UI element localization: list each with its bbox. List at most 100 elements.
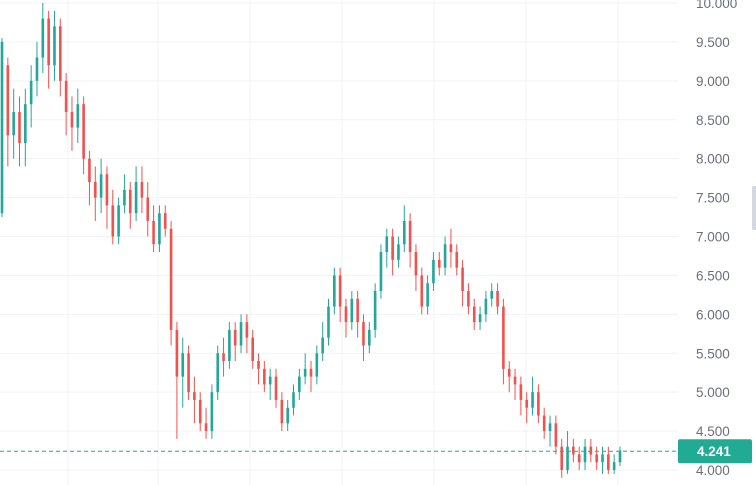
y-tick-label: 10.000	[696, 0, 737, 11]
candle-body	[233, 329, 237, 346]
candle-body	[373, 290, 377, 330]
candle-body	[128, 189, 132, 214]
candle-down	[146, 182, 150, 237]
candle-body	[140, 182, 144, 198]
candle-body	[531, 392, 534, 408]
candle-up	[315, 345, 319, 385]
candle-down	[309, 361, 313, 393]
candle-up	[443, 236, 447, 276]
candle-down	[152, 205, 155, 253]
candle-up	[12, 88, 15, 159]
candle-body	[449, 244, 453, 253]
candle-down	[88, 150, 91, 206]
candle-body	[408, 220, 412, 253]
candle-body	[6, 65, 10, 136]
candle-up	[292, 384, 295, 416]
candle-up	[385, 228, 389, 268]
candle-body	[263, 368, 266, 385]
candle-down	[111, 189, 115, 245]
candle-up	[397, 236, 400, 268]
candle-down	[222, 337, 225, 377]
candle-body	[70, 111, 74, 128]
candle-down	[554, 415, 558, 455]
y-tick-label: 6.500	[696, 268, 730, 283]
candle-body	[99, 174, 103, 198]
candle-body	[146, 197, 150, 221]
candle-body	[292, 392, 295, 408]
candle-body	[280, 399, 284, 424]
candle-up	[367, 322, 371, 354]
candle-down	[70, 96, 74, 151]
candle-body	[321, 337, 324, 354]
candle-body	[82, 104, 85, 159]
candle-down	[461, 259, 464, 307]
candle-body	[12, 111, 15, 136]
candle-body	[35, 57, 39, 81]
candle-down	[414, 244, 418, 291]
candle-body	[367, 329, 371, 346]
candle-body	[53, 26, 56, 66]
candle-body	[601, 454, 604, 463]
candle-body	[525, 399, 529, 408]
candle-down	[64, 73, 68, 136]
candle-body	[29, 80, 33, 105]
candle-down	[175, 322, 179, 439]
candle-up	[402, 205, 406, 253]
candle-down	[257, 353, 260, 385]
candle-body	[548, 423, 552, 432]
candle-down	[18, 96, 21, 167]
candle-body	[437, 259, 441, 268]
current-price-tag-bg	[678, 439, 752, 464]
candle-down	[607, 446, 610, 474]
candle-up	[239, 314, 243, 354]
candle-down	[47, 10, 50, 89]
candle-down	[193, 376, 196, 424]
scale-resize-handle[interactable]	[752, 186, 756, 230]
candle-body	[298, 376, 301, 393]
candle-body	[216, 353, 220, 393]
candle-down	[496, 283, 499, 315]
y-tick-label: 5.500	[696, 346, 730, 361]
candle-body	[175, 329, 179, 377]
candle-up	[298, 368, 301, 400]
candle-body	[612, 462, 616, 470]
candle-up	[531, 376, 534, 416]
candle-body	[47, 18, 50, 66]
candle-body	[607, 454, 610, 470]
candle-up	[158, 205, 161, 253]
candle-body	[350, 298, 354, 323]
candle-down	[519, 376, 523, 416]
candle-up	[24, 88, 27, 167]
candle-up	[41, 3, 45, 74]
candle-down	[502, 298, 505, 385]
candle-body	[76, 104, 80, 128]
candle-body	[478, 314, 482, 323]
candle-body	[618, 450, 622, 463]
candle-body	[560, 446, 564, 470]
candle-body	[589, 446, 593, 455]
candle-body	[163, 213, 167, 229]
candles	[0, 3, 622, 478]
candle-up	[286, 399, 289, 432]
candle-body	[467, 290, 470, 307]
candle-body	[566, 446, 569, 470]
candle-body	[507, 368, 511, 377]
candle-body	[187, 353, 190, 393]
candle-down	[187, 345, 190, 400]
candle-down	[204, 407, 208, 439]
candle-up	[76, 88, 80, 144]
candle-body	[111, 205, 115, 237]
candle-down	[58, 18, 62, 97]
candle-body	[309, 368, 313, 377]
y-tick-label: 4.000	[696, 463, 730, 478]
candle-down	[362, 314, 365, 362]
candle-body	[274, 376, 278, 400]
candle-up	[583, 438, 587, 470]
candle-up	[268, 368, 272, 400]
candle-body	[193, 392, 196, 400]
candle-body	[397, 244, 400, 260]
candle-body	[577, 454, 581, 463]
candle-body	[198, 399, 202, 424]
